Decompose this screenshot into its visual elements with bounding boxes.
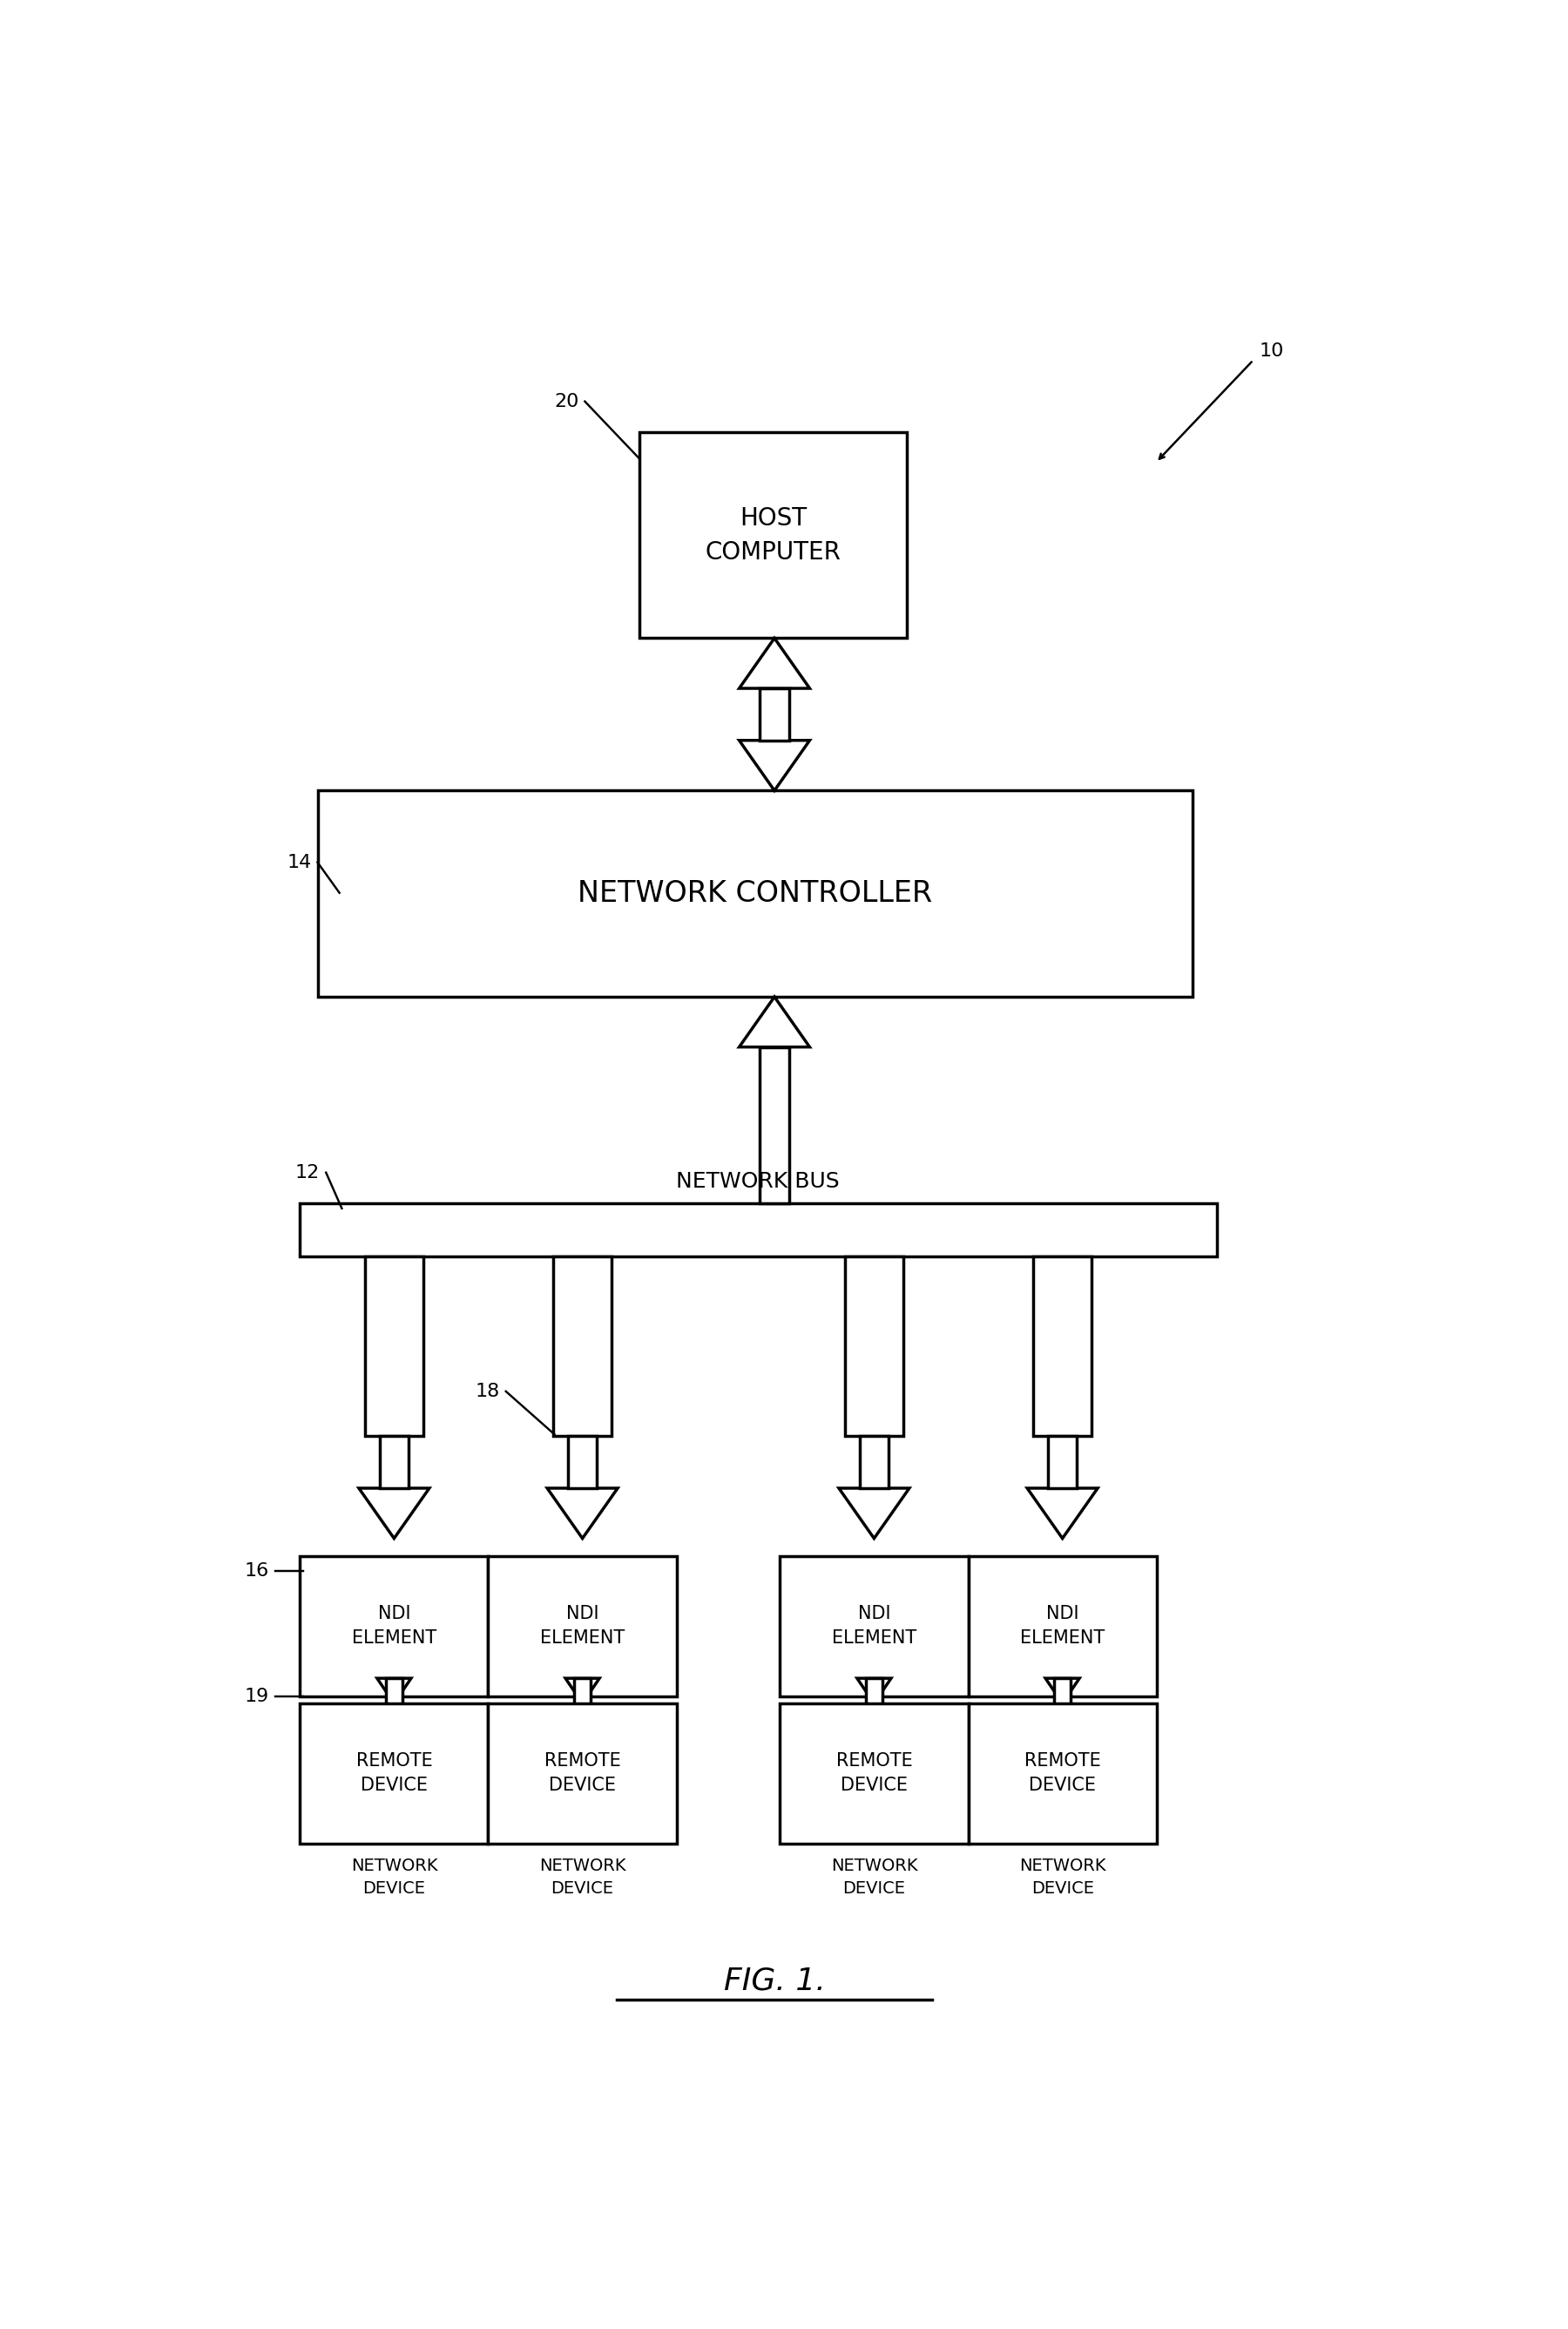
Text: 10: 10 <box>1259 342 1284 361</box>
Text: 16: 16 <box>245 1563 270 1579</box>
Text: REMOTE
DEVICE: REMOTE DEVICE <box>356 1751 433 1793</box>
Text: 14: 14 <box>287 855 312 871</box>
Text: FIG. 1.: FIG. 1. <box>723 1966 825 1996</box>
Bar <box>760 1048 789 1204</box>
Text: NDI
ELEMENT: NDI ELEMENT <box>351 1605 436 1647</box>
Text: REMOTE
DEVICE: REMOTE DEVICE <box>836 1751 913 1793</box>
Bar <box>1047 1437 1077 1488</box>
Bar <box>365 1258 423 1437</box>
Text: NETWORK
DEVICE: NETWORK DEVICE <box>831 1859 917 1898</box>
Bar <box>845 1258 903 1437</box>
Bar <box>760 689 789 741</box>
Text: HOST
COMPUTER: HOST COMPUTER <box>706 505 840 564</box>
Bar <box>779 1556 969 1696</box>
Bar <box>554 1258 612 1437</box>
Text: NETWORK BUS: NETWORK BUS <box>676 1171 840 1192</box>
Bar <box>299 1702 488 1842</box>
Bar <box>317 790 1193 997</box>
Bar <box>379 1437 409 1488</box>
Text: REMOTE
DEVICE: REMOTE DEVICE <box>544 1751 621 1793</box>
Text: NETWORK
DEVICE: NETWORK DEVICE <box>1019 1859 1105 1898</box>
Bar <box>568 1437 597 1488</box>
Text: NETWORK
DEVICE: NETWORK DEVICE <box>539 1859 626 1898</box>
Bar <box>640 431 906 638</box>
Bar <box>574 1679 591 1721</box>
Bar <box>859 1437 889 1488</box>
Text: 12: 12 <box>295 1164 320 1181</box>
Bar <box>299 1556 488 1696</box>
Bar <box>299 1204 1217 1258</box>
Text: NDI
ELEMENT: NDI ELEMENT <box>831 1605 916 1647</box>
Text: REMOTE
DEVICE: REMOTE DEVICE <box>1024 1751 1101 1793</box>
Bar <box>386 1679 403 1721</box>
Bar <box>969 1702 1157 1842</box>
Bar <box>1033 1258 1091 1437</box>
Text: 20: 20 <box>554 394 579 410</box>
Bar <box>488 1556 677 1696</box>
Text: NETWORK CONTROLLER: NETWORK CONTROLLER <box>577 880 933 908</box>
Bar <box>779 1702 969 1842</box>
Bar <box>969 1556 1157 1696</box>
Text: 18: 18 <box>475 1383 500 1400</box>
Bar <box>866 1679 883 1721</box>
Text: 19: 19 <box>245 1689 270 1705</box>
Bar <box>488 1702 677 1842</box>
Text: NDI
ELEMENT: NDI ELEMENT <box>1021 1605 1105 1647</box>
Text: NETWORK
DEVICE: NETWORK DEVICE <box>351 1859 437 1898</box>
Text: NDI
ELEMENT: NDI ELEMENT <box>539 1605 624 1647</box>
Bar <box>1054 1679 1071 1721</box>
